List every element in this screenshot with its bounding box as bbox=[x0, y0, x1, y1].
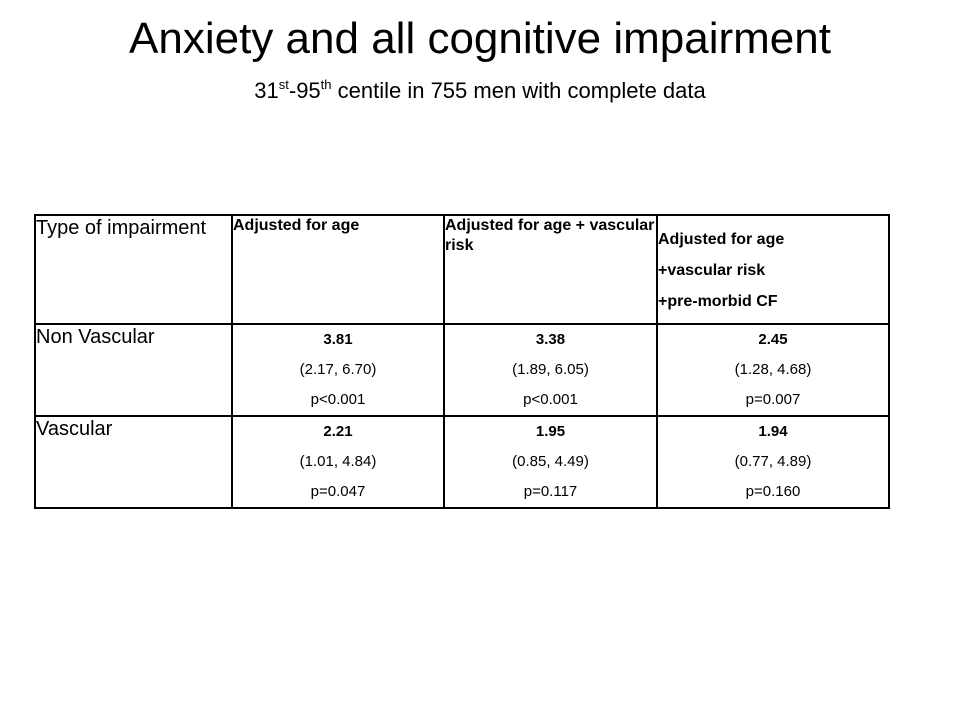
estimate: 2.45 bbox=[758, 331, 788, 348]
table-row-vascular: Vascular 2.21 (1.01, 4.84) p=0.047 1.95 … bbox=[34, 415, 890, 509]
header-adjusted-age: Adjusted for age bbox=[231, 214, 445, 325]
estimate: 1.95 bbox=[535, 423, 566, 440]
estimate: 1.94 bbox=[758, 423, 788, 440]
p-value: p<0.001 bbox=[310, 391, 366, 408]
estimate: 3.81 bbox=[323, 331, 353, 348]
table-cell: 1.95 (0.85, 4.49) p=0.117 bbox=[443, 415, 658, 509]
header-adjusted-age-vascular: Adjusted for age + vascular risk bbox=[443, 214, 658, 325]
confidence-interval: (1.01, 4.84) bbox=[299, 453, 377, 470]
subtitle-rest: centile in 755 men with complete data bbox=[331, 78, 706, 103]
header-line: +vascular risk bbox=[658, 262, 766, 279]
results-table: Type of impairment Adjusted for age Adju… bbox=[34, 214, 890, 509]
row-label: Vascular bbox=[34, 415, 233, 509]
subtitle-b: -95 bbox=[288, 78, 321, 103]
p-value: p=0.007 bbox=[745, 391, 801, 408]
p-value: p<0.001 bbox=[523, 391, 578, 408]
p-value: p=0.117 bbox=[523, 483, 578, 500]
table-cell: 2.45 (1.28, 4.68) p=0.007 bbox=[656, 323, 890, 417]
header-adjusted-age-vascular-cf: Adjusted for age +vascular risk +pre-mor… bbox=[656, 214, 890, 325]
slide-title: Anxiety and all cognitive impairment bbox=[129, 14, 831, 63]
slide-subtitle: 31st-95th centile in 755 men with comple… bbox=[0, 76, 960, 106]
header-type-of-impairment: Type of impairment bbox=[34, 214, 233, 325]
confidence-interval: (0.85, 4.49) bbox=[512, 453, 589, 470]
row-label: Non Vascular bbox=[34, 323, 233, 417]
p-value: p=0.047 bbox=[310, 483, 366, 500]
table-cell: 1.94 (0.77, 4.89) p=0.160 bbox=[656, 415, 890, 509]
confidence-interval: (2.17, 6.70) bbox=[299, 361, 377, 378]
header-line: Adjusted for age bbox=[658, 231, 785, 248]
header-line: +pre-morbid CF bbox=[658, 293, 778, 310]
table-cell: 2.21 (1.01, 4.84) p=0.047 bbox=[231, 415, 445, 509]
estimate: 3.38 bbox=[535, 331, 566, 348]
subtitle-a: 31 bbox=[254, 78, 279, 103]
table-cell: 3.81 (2.17, 6.70) p<0.001 bbox=[231, 323, 445, 417]
confidence-interval: (1.28, 4.68) bbox=[734, 361, 812, 378]
subtitle-b-sup: th bbox=[320, 77, 332, 92]
table-cell: 3.38 (1.89, 6.05) p<0.001 bbox=[443, 323, 658, 417]
table-row-non-vascular: Non Vascular 3.81 (2.17, 6.70) p<0.001 3… bbox=[34, 323, 890, 417]
confidence-interval: (0.77, 4.89) bbox=[734, 453, 812, 470]
subtitle-a-sup: st bbox=[278, 77, 289, 92]
confidence-interval: (1.89, 6.05) bbox=[512, 361, 589, 378]
estimate: 2.21 bbox=[323, 423, 353, 440]
header-row: Type of impairment Adjusted for age Adju… bbox=[34, 214, 890, 325]
p-value: p=0.160 bbox=[745, 483, 801, 500]
